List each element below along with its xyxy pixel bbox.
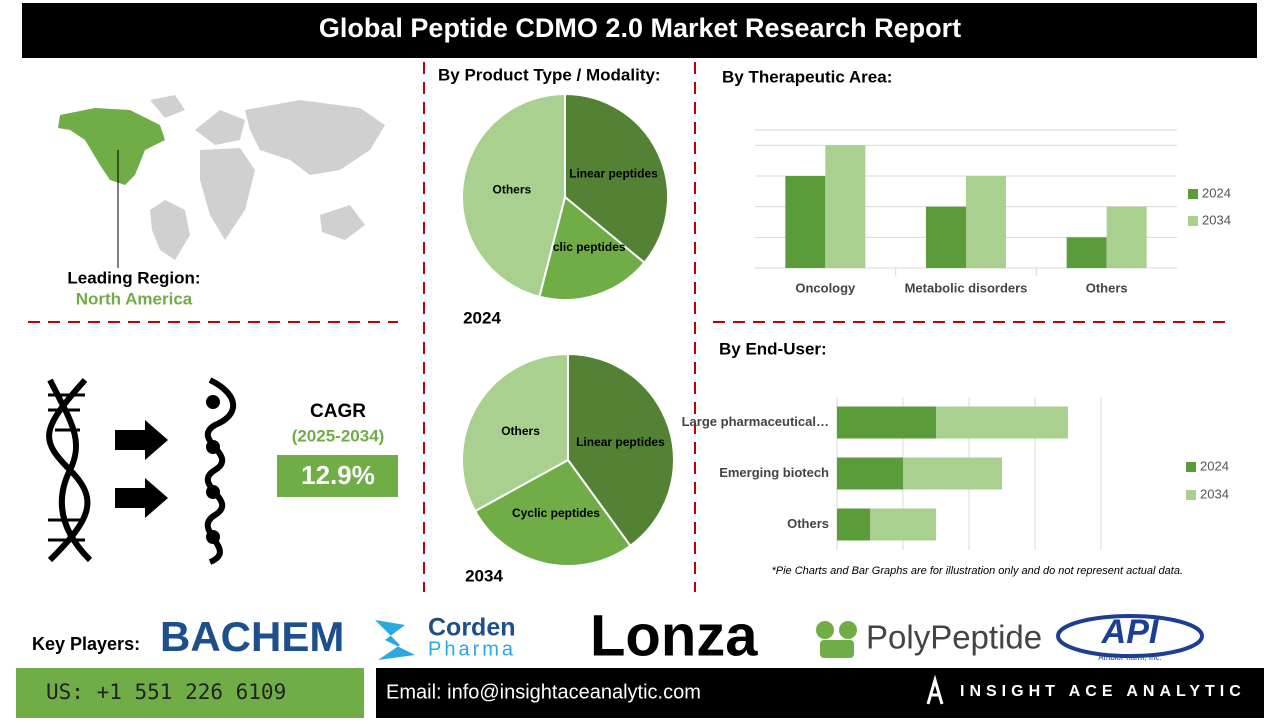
- slice-label: Linear peptides: [576, 435, 665, 449]
- bar: [837, 406, 936, 439]
- logo-api: API: [1101, 613, 1160, 651]
- logo-mark: [1056, 614, 1204, 658]
- footer-bar: [376, 668, 1264, 718]
- bar: [926, 206, 966, 268]
- chart-title: By Therapeutic Area:: [722, 67, 892, 86]
- slice-label: Others: [493, 182, 532, 196]
- dna-dots: [206, 395, 220, 544]
- bar: [966, 176, 1006, 268]
- dna-icon: [46, 377, 237, 565]
- phone: US: +1 551 226 6109: [46, 680, 286, 704]
- legend-swatch: [1188, 216, 1198, 226]
- cagr-box: [277, 455, 398, 497]
- cagr-value: 12.9%: [301, 460, 375, 490]
- phone-box: [16, 668, 364, 718]
- bar: [870, 508, 936, 541]
- pie-year: 2034: [465, 566, 503, 585]
- bar: [1106, 206, 1147, 268]
- logo-polypeptide: PolyPeptide: [866, 619, 1042, 656]
- bar: [837, 457, 903, 490]
- category-label: Large pharmaceutical…: [682, 414, 829, 429]
- pie-slice: [564, 92, 669, 265]
- logo-corden: Pharma: [428, 638, 516, 660]
- slice-label: Linear peptides: [569, 166, 658, 180]
- brand: INSIGHT ACE ANALYTIC: [960, 683, 1246, 700]
- cagr-label: CAGR: [310, 401, 366, 422]
- legend-label: 2024: [1202, 185, 1231, 200]
- category-label: Emerging biotech: [719, 465, 829, 480]
- bar: [1066, 237, 1107, 268]
- north-america: [58, 108, 165, 185]
- pie-year: 2024: [463, 308, 501, 327]
- logo-mark: [375, 620, 415, 660]
- pie-slice: [538, 195, 646, 301]
- bar: [837, 508, 870, 541]
- legend-label: 2024: [1200, 458, 1229, 473]
- email: Email: info@insightaceanalytic.com: [386, 681, 701, 703]
- legend-swatch: [1188, 189, 1198, 199]
- logo-api: AmbioPharm, Inc.: [1098, 653, 1162, 662]
- pie-slice: [461, 352, 569, 513]
- legend-swatch: [1186, 462, 1196, 472]
- logo-bachem: BACHEM: [160, 613, 344, 660]
- bar: [825, 145, 866, 268]
- pie-slice: [567, 352, 675, 548]
- logo-lonza: Lonza: [590, 603, 758, 668]
- chart-title: By Product Type / Modality:: [438, 65, 661, 84]
- cagr-period: (2025-2034): [292, 426, 385, 445]
- pie-slice: [461, 92, 566, 298]
- category-label: Others: [787, 516, 829, 531]
- category-label: Others: [1086, 280, 1128, 295]
- key-players-label: Key Players:: [32, 634, 140, 654]
- legend-swatch: [1186, 490, 1196, 500]
- slice-label: Cyclic peptides: [512, 506, 600, 520]
- slice-label: Others: [501, 424, 540, 438]
- note: *Pie Charts and Bar Graphs are for illus…: [771, 565, 1183, 577]
- region-value: North America: [76, 289, 193, 308]
- chart-title: By End-User:: [719, 339, 827, 358]
- slice-label: Cyclic peptides: [538, 240, 626, 254]
- logo-mark: [816, 621, 857, 658]
- bar: [936, 406, 1068, 439]
- category-label: Metabolic disorders: [905, 280, 1028, 295]
- bar: [903, 457, 1002, 490]
- region-label: Leading Region:: [67, 268, 200, 287]
- legend-label: 2034: [1200, 486, 1229, 501]
- world-map: [150, 95, 385, 260]
- arrows: [115, 420, 168, 518]
- page-title: Global Peptide CDMO 2.0 Market Research …: [319, 13, 961, 43]
- pie-slice: [473, 458, 632, 567]
- title-bar: [22, 3, 1257, 58]
- bar: [785, 176, 826, 268]
- category-label: Oncology: [795, 280, 856, 295]
- logo-corden: Corden: [428, 614, 516, 642]
- brand-icon: [926, 674, 944, 705]
- legend-label: 2034: [1202, 212, 1231, 227]
